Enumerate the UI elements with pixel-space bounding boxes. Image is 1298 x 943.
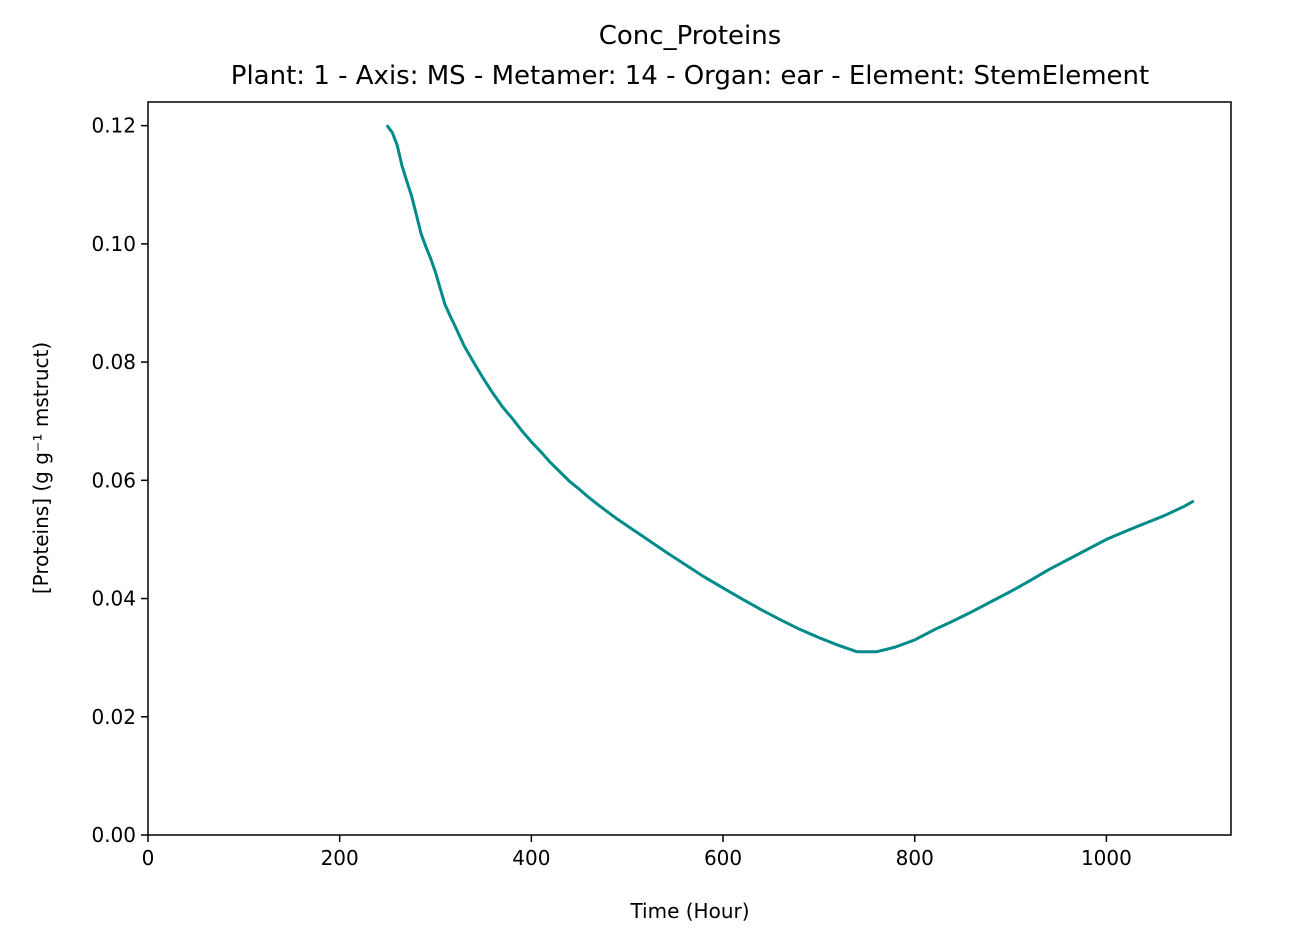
- y-tick-label: 0.10: [91, 232, 136, 256]
- x-tick-label: 1000: [1081, 846, 1132, 870]
- plot-frame: [147, 101, 1232, 836]
- y-tick-label: 0.04: [91, 587, 136, 611]
- series-layer: [386, 124, 1195, 654]
- y-tick-label: 0.08: [91, 350, 136, 374]
- y-tick-label: 0.00: [91, 823, 136, 847]
- x-tick-label: 800: [896, 846, 934, 870]
- y-tick-label: 0.12: [91, 114, 136, 138]
- x-tick-label: 400: [512, 846, 550, 870]
- x-axis-ticks: 0 200 400 600 800 1000: [142, 835, 1132, 870]
- y-axis-label: [Proteins] (g g⁻¹ mstruct): [29, 342, 53, 594]
- chart-subtitle: Plant: 1 - Axis: MS - Metamer: 14 - Orga…: [231, 61, 1149, 91]
- y-tick-label: 0.06: [91, 468, 136, 492]
- plot-area: [148, 102, 1231, 835]
- x-tick-label: 600: [704, 846, 742, 870]
- x-axis-label: Time (Hour): [629, 899, 749, 923]
- x-tick-label: 200: [321, 846, 359, 870]
- y-axis-ticks: 0.00 0.02 0.04 0.06 0.08 0.10 0.12: [91, 114, 148, 847]
- series-line-0: [386, 124, 1195, 654]
- chart-title: Conc_Proteins: [599, 21, 782, 51]
- y-tick-label: 0.02: [91, 705, 136, 729]
- x-tick-label: 0: [142, 846, 155, 870]
